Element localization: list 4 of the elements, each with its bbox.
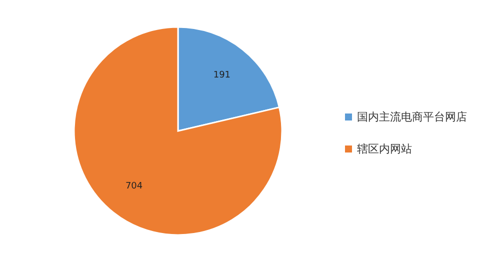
data-label: 191 <box>213 70 231 81</box>
legend-label: 辖区内网站 <box>357 142 412 156</box>
legend-label: 国内主流电商平台网店 <box>357 110 467 124</box>
data-label: 704 <box>125 181 143 192</box>
